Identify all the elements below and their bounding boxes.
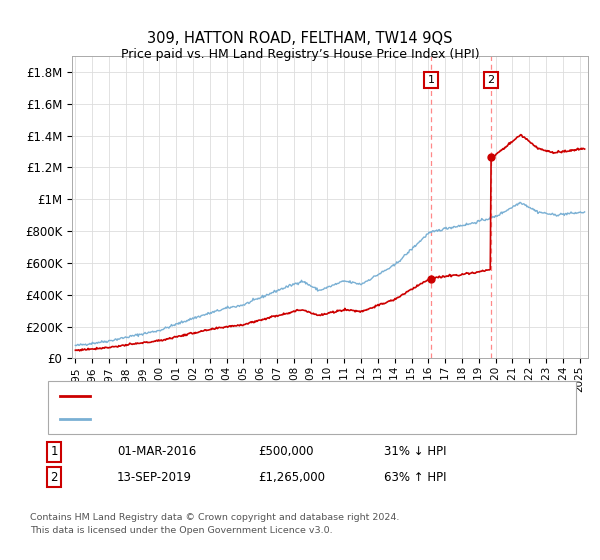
Text: 31% ↓ HPI: 31% ↓ HPI <box>384 445 446 459</box>
Text: 2: 2 <box>50 470 58 484</box>
Text: This data is licensed under the Open Government Licence v3.0.: This data is licensed under the Open Gov… <box>30 526 332 535</box>
Text: HPI: Average price, detached house, Hounslow: HPI: Average price, detached house, Houn… <box>99 414 355 424</box>
Text: 2: 2 <box>487 75 494 85</box>
Text: £1,265,000: £1,265,000 <box>258 470 325 484</box>
Text: 309, HATTON ROAD, FELTHAM, TW14 9QS: 309, HATTON ROAD, FELTHAM, TW14 9QS <box>147 31 453 46</box>
Text: 309, HATTON ROAD, FELTHAM, TW14 9QS (detached house): 309, HATTON ROAD, FELTHAM, TW14 9QS (det… <box>99 391 427 401</box>
Text: Price paid vs. HM Land Registry’s House Price Index (HPI): Price paid vs. HM Land Registry’s House … <box>121 48 479 60</box>
Text: 1: 1 <box>50 445 58 459</box>
Text: Contains HM Land Registry data © Crown copyright and database right 2024.: Contains HM Land Registry data © Crown c… <box>30 513 400 522</box>
Text: 63% ↑ HPI: 63% ↑ HPI <box>384 470 446 484</box>
Text: 13-SEP-2019: 13-SEP-2019 <box>117 470 192 484</box>
Text: £500,000: £500,000 <box>258 445 314 459</box>
Text: 1: 1 <box>428 75 434 85</box>
Text: 01-MAR-2016: 01-MAR-2016 <box>117 445 196 459</box>
